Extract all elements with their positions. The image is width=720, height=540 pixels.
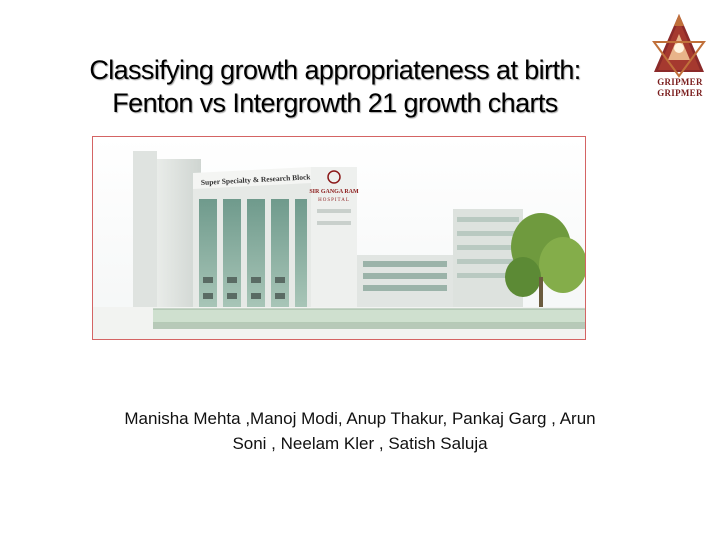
slide-title: Classifying growth appropriateness at bi…	[20, 54, 650, 120]
title-line-2: Fenton vs Intergrowth 21 growth charts	[112, 88, 558, 118]
gripmer-logo-icon	[650, 12, 708, 104]
hospital-building-photo: Super Specialty & Research Block SIR GAN…	[92, 136, 586, 340]
authors: Manisha Mehta ,Manoj Modi, Anup Thakur, …	[40, 406, 680, 456]
logo-text-2: GRIPMER	[657, 88, 703, 98]
authors-line-1: Manisha Mehta ,Manoj Modi, Anup Thakur, …	[124, 409, 596, 428]
sign-hospital-2: HOSPITAL	[318, 198, 350, 203]
authors-line-2: Soni , Neelam Kler , Satish Saluja	[232, 434, 488, 453]
sign-hospital-1: SIR GANGA RAM	[309, 189, 359, 195]
title-line-1: Classifying growth appropriateness at bi…	[89, 55, 581, 85]
logo-text-1: GRIPMER	[657, 77, 703, 87]
